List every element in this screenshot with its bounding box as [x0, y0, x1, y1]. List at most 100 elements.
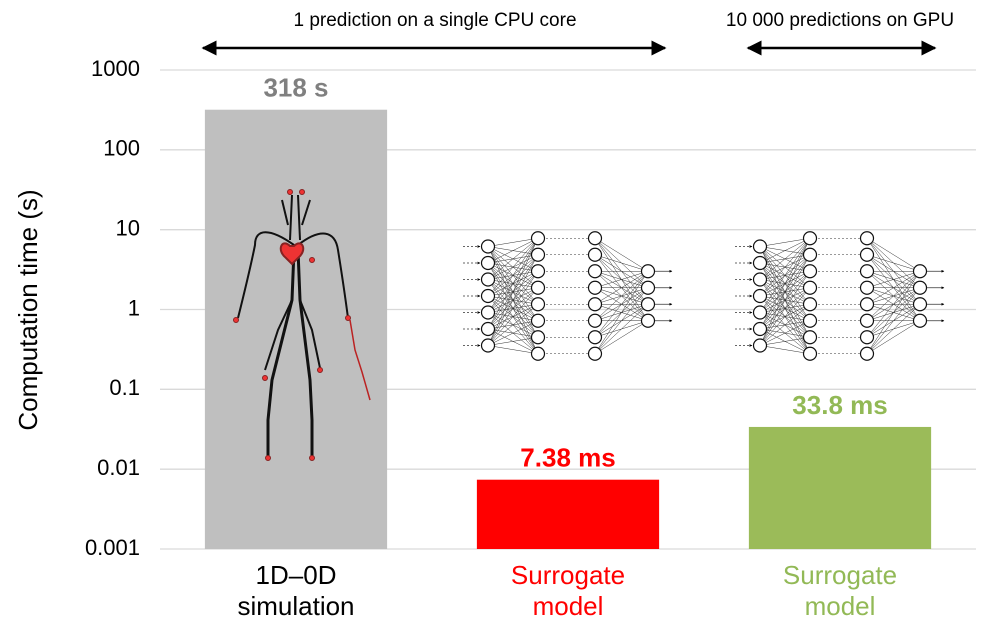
- node: [802, 297, 818, 312]
- node: [587, 264, 603, 279]
- value-label: 318 s: [263, 73, 328, 103]
- edge: [487, 238, 539, 297]
- node: [912, 264, 928, 279]
- node: [802, 313, 818, 328]
- edge: [487, 238, 539, 280]
- node: [480, 288, 496, 304]
- edge: [487, 345, 539, 354]
- node: [859, 247, 875, 262]
- edge: [487, 254, 539, 346]
- node: [530, 330, 546, 345]
- node: [752, 239, 768, 254]
- edge: [759, 271, 811, 346]
- node: [912, 313, 928, 328]
- node: [480, 305, 496, 320]
- edge: [487, 238, 539, 247]
- node: [587, 231, 603, 246]
- node: [859, 264, 875, 279]
- edge: [594, 254, 649, 272]
- node: [859, 313, 875, 328]
- edge: [487, 238, 539, 264]
- edge: [866, 254, 921, 272]
- node: [752, 288, 768, 304]
- edge: [866, 238, 921, 272]
- edge: [487, 238, 539, 330]
- edge: [487, 238, 539, 346]
- node: [480, 338, 496, 353]
- y-axis-label: Computation time (s): [13, 189, 43, 430]
- node: [530, 280, 546, 295]
- y-tick-label: 10: [116, 215, 140, 240]
- edge: [759, 238, 811, 313]
- node: [752, 321, 768, 337]
- node: [587, 297, 603, 312]
- node: [480, 239, 496, 254]
- node: [530, 313, 546, 328]
- body-illustration: [233, 189, 371, 461]
- node: [530, 231, 546, 246]
- node: [530, 247, 546, 262]
- node: [859, 297, 875, 312]
- edge: [866, 271, 921, 354]
- edge: [487, 271, 539, 346]
- bar: [748, 426, 932, 549]
- node: [802, 330, 818, 345]
- y-tick-label: 0.1: [109, 375, 140, 400]
- edge: [594, 304, 649, 354]
- value-label: 7.38 ms: [520, 443, 615, 473]
- edge: [759, 345, 811, 354]
- node: [912, 280, 928, 295]
- y-tick-label: 0.01: [97, 455, 140, 480]
- edge: [594, 238, 649, 272]
- node: [912, 297, 928, 312]
- node: [640, 297, 656, 312]
- node: [640, 313, 656, 328]
- edge: [594, 271, 649, 288]
- node: [640, 280, 656, 295]
- node: [530, 297, 546, 312]
- x-tick-label: 1D–0D simulation: [237, 560, 355, 621]
- y-tick-label: 0.001: [85, 535, 140, 560]
- edge: [487, 337, 539, 346]
- node: [530, 346, 546, 361]
- edge: [759, 238, 811, 346]
- y-tick-label: 1: [128, 295, 140, 320]
- node: [640, 264, 656, 279]
- node: [802, 280, 818, 295]
- node: [587, 313, 603, 328]
- network: [463, 231, 673, 361]
- y-tick-label: 1000: [91, 56, 140, 81]
- node: [859, 280, 875, 295]
- annotation: 10 000 predictions on GPU: [726, 10, 954, 31]
- y-tick-label: 100: [103, 136, 140, 161]
- edge: [759, 254, 811, 346]
- node: [859, 346, 875, 361]
- node: [752, 272, 768, 287]
- edge: [866, 287, 921, 354]
- node: [587, 330, 603, 345]
- edge: [866, 320, 921, 354]
- node: [752, 255, 768, 271]
- edge: [866, 271, 921, 288]
- bar: [204, 109, 388, 549]
- annotation: 1 prediction on a single CPU core: [293, 10, 576, 31]
- edge: [759, 320, 811, 346]
- edge: [759, 238, 811, 297]
- edge: [759, 238, 811, 280]
- node: [802, 231, 818, 246]
- node: [480, 321, 496, 337]
- edge: [594, 271, 649, 305]
- edge: [866, 271, 921, 321]
- edge: [487, 304, 539, 346]
- network-illustrations: [463, 231, 945, 361]
- node: [480, 272, 496, 287]
- edge: [759, 304, 811, 346]
- node: [802, 346, 818, 361]
- edge: [594, 287, 649, 354]
- edge: [866, 304, 921, 354]
- edge: [759, 238, 811, 264]
- node: [530, 264, 546, 279]
- edge: [594, 271, 649, 354]
